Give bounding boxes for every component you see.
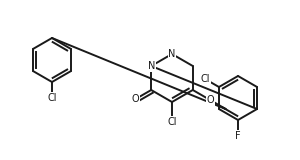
Text: N: N [148,61,155,71]
Text: O: O [206,95,214,105]
Text: F: F [235,131,241,141]
Text: N: N [168,49,176,59]
Text: Cl: Cl [200,74,210,84]
Text: Cl: Cl [47,93,57,103]
Text: O: O [132,94,140,104]
Text: Cl: Cl [167,117,177,127]
